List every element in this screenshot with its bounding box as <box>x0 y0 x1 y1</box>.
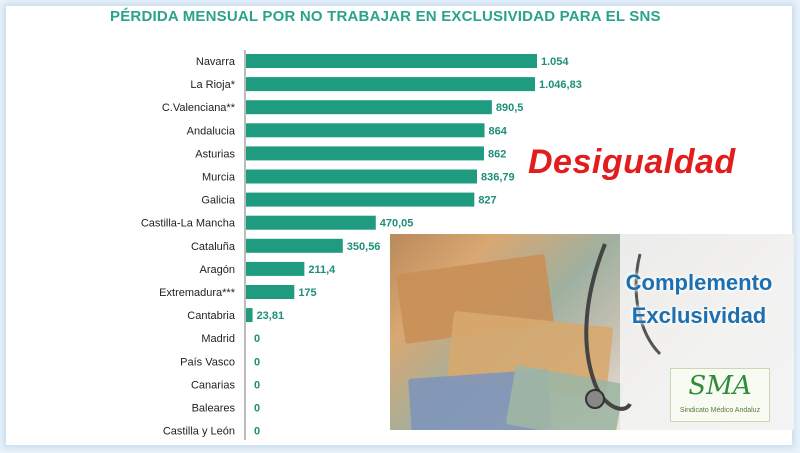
value-label: 1.054 <box>541 56 569 68</box>
bar <box>246 192 475 207</box>
bar <box>246 308 253 323</box>
category-label: Castilla-La Mancha <box>141 218 236 230</box>
category-label: Madrid <box>201 333 235 345</box>
value-label: 0 <box>254 379 260 391</box>
logo-wordmark: SMA <box>688 371 752 401</box>
category-label: País Vasco <box>180 356 235 368</box>
caption-line-1: Complemento <box>625 270 773 295</box>
category-label: Baleares <box>192 403 236 415</box>
bar <box>246 77 536 92</box>
headline-text: Desigualdad <box>528 143 736 181</box>
sma-logo: SMA Sindicato Médico Andaluz <box>670 368 770 422</box>
value-label: 350,56 <box>347 241 381 253</box>
bar <box>246 238 343 253</box>
category-label: Asturias <box>195 148 235 160</box>
category-label: Andalucia <box>187 125 236 137</box>
value-label: 175 <box>298 287 316 299</box>
value-label: 1.046,83 <box>539 79 582 91</box>
bar <box>246 123 485 138</box>
logo-subtitle: Sindicato Médico Andaluz <box>679 407 761 414</box>
value-label: 23,81 <box>257 310 285 322</box>
bar <box>246 146 484 161</box>
category-label: Canarias <box>191 379 236 391</box>
photo-caption: Complemento Exclusividad <box>606 266 792 332</box>
value-label: 890,5 <box>496 102 524 114</box>
category-label: Cantabria <box>187 310 236 322</box>
bar <box>246 261 305 276</box>
category-label: Navarra <box>196 56 236 68</box>
category-label: Aragón <box>200 264 235 276</box>
stethoscope-icon <box>584 243 662 411</box>
value-label: 0 <box>254 356 260 368</box>
value-label: 470,05 <box>380 218 414 230</box>
category-label: Cataluña <box>191 241 236 253</box>
value-label: 0 <box>254 333 260 345</box>
caption-line-2: Exclusividad <box>631 303 767 328</box>
value-label: 836,79 <box>481 172 515 184</box>
chart-title: PÉRDIDA MENSUAL POR NO TRABAJAR EN EXCLU… <box>110 8 661 25</box>
bar <box>246 215 376 230</box>
value-label: 862 <box>488 148 506 160</box>
category-label: La Rioja* <box>190 79 235 91</box>
bar <box>246 285 295 299</box>
value-label: 827 <box>478 195 496 207</box>
value-label: 0 <box>254 403 260 415</box>
value-label: 864 <box>489 125 508 137</box>
bar <box>246 169 478 184</box>
value-label: 211,4 <box>308 264 336 276</box>
category-label: Extremadura*** <box>159 287 236 299</box>
category-label: Galicia <box>201 195 236 207</box>
category-label: Castilla y León <box>163 426 235 438</box>
category-label: Murcia <box>202 172 236 184</box>
category-label: C.Valenciana** <box>162 102 236 114</box>
bar <box>246 54 537 68</box>
bar <box>246 100 492 115</box>
value-label: 0 <box>254 426 260 438</box>
